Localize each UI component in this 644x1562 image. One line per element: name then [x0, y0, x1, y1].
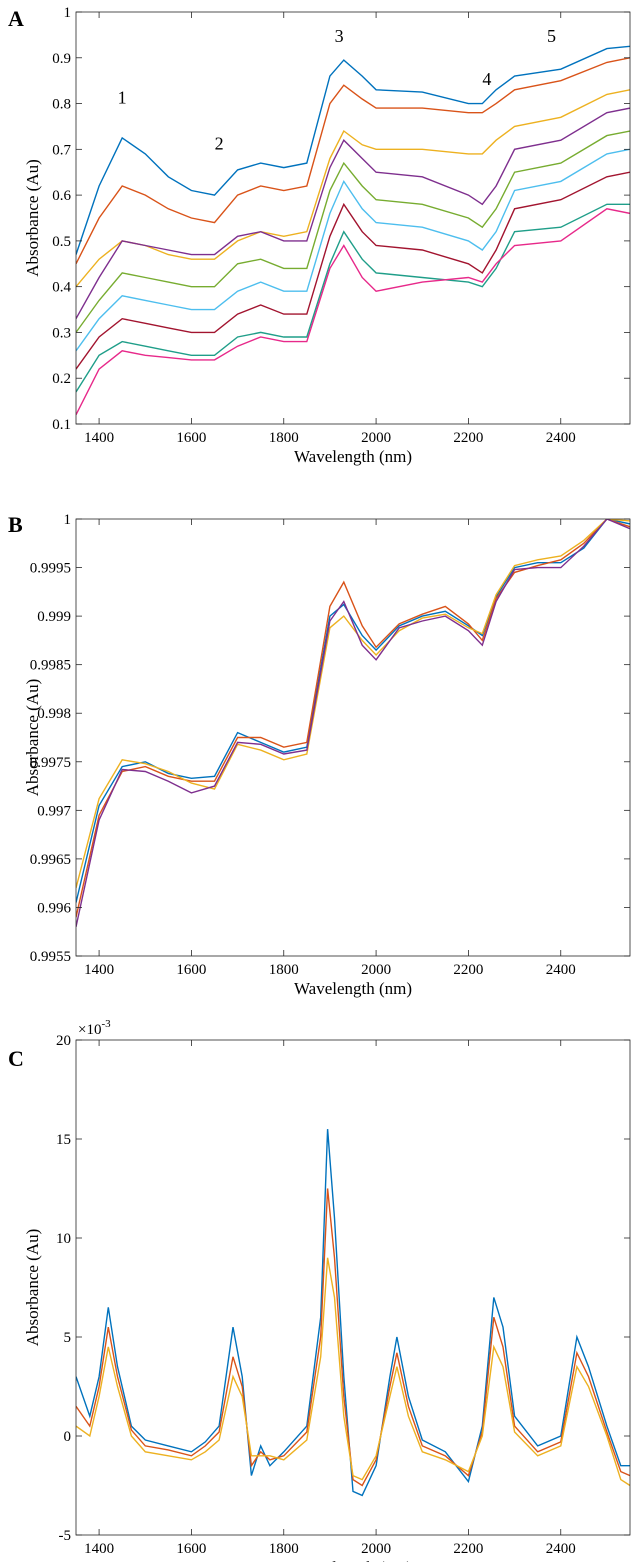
y-tick-label: 5: [64, 1330, 72, 1346]
y-tick-label: 15: [56, 1132, 71, 1148]
panel-label: C: [8, 1046, 24, 1071]
x-tick-label: 2200: [453, 430, 483, 446]
series-line: [76, 519, 630, 918]
y-exponent-power: -3: [101, 1018, 111, 1030]
x-tick-label: 1600: [176, 962, 206, 978]
y-tick-label: 0.2: [52, 371, 71, 387]
x-tick-label: 1400: [84, 962, 114, 978]
peak-annotation: 5: [547, 26, 556, 46]
x-tick-label: 2400: [546, 1541, 576, 1557]
series-line: [76, 171, 630, 370]
panel-label: B: [8, 512, 23, 537]
peak-annotation: 1: [118, 88, 127, 108]
y-tick-label: 1: [64, 512, 72, 528]
plot-frame: [75, 518, 631, 957]
y-axis-label: Absorbance (Au): [23, 159, 42, 277]
y-tick-label: 0.1: [52, 417, 71, 433]
y-tick-label: 0.9: [52, 51, 71, 67]
series-group: [76, 45, 630, 416]
series-line: [76, 130, 630, 333]
series-line: [76, 107, 630, 320]
y-tick-label: 0.9955: [30, 949, 71, 965]
x-tick-label: 2000: [361, 430, 391, 446]
y-tick-label: 0.3: [52, 325, 71, 341]
y-tick-label: -5: [59, 1528, 72, 1544]
y-tick-label: 0.5: [52, 234, 71, 250]
y-tick-label: 0.997: [37, 803, 71, 819]
series-group: [76, 519, 630, 928]
series-line: [76, 45, 630, 255]
y-axis-label: Absorbance (Au): [23, 1229, 42, 1347]
series-line: [76, 1188, 630, 1487]
y-tick-label: 20: [56, 1033, 71, 1049]
y-tick-label: 0.999: [37, 609, 71, 625]
peak-annotation: 3: [335, 26, 344, 46]
series-line: [76, 1257, 630, 1487]
x-axis-label: Wavelength (nm): [294, 1558, 412, 1562]
series-line: [76, 203, 630, 393]
x-tick-label: 2000: [361, 1541, 391, 1557]
x-tick-label: 2400: [546, 962, 576, 978]
panel-a: A 1400 1600 1800 2000 2200 2400 0.1 0.2 0.3 0.4 0.5…: [8, 5, 631, 466]
x-tick-label: 1400: [84, 430, 114, 446]
series-line: [76, 1129, 630, 1497]
panel-b: B 1400 1600 1800 2000 2200 2400 0.9955 0.996 0.99…: [8, 512, 631, 998]
x-tick-label: 2000: [361, 962, 391, 978]
y-tick-label: 0.9975: [30, 755, 71, 771]
x-tick-label: 1800: [269, 430, 299, 446]
x-tick-label: 1800: [269, 962, 299, 978]
y-tick-label: 0.9995: [30, 561, 71, 577]
x-tick-label: 2400: [546, 430, 576, 446]
peak-annotation: 2: [215, 133, 224, 153]
x-tick-label: 1600: [176, 1541, 206, 1557]
peak-annotation: 4: [482, 69, 491, 89]
series-line: [76, 519, 630, 903]
y-tick-label: 0.9965: [30, 852, 71, 868]
y-tick-label: 0.9985: [30, 658, 71, 674]
x-tick-label: 1400: [84, 1541, 114, 1557]
x-tick-label: 2200: [453, 962, 483, 978]
series-line: [76, 89, 630, 288]
series-line: [76, 208, 630, 416]
series-line: [76, 57, 630, 265]
x-axis-label: Wavelength (nm): [294, 447, 412, 466]
plot-frame: [75, 1039, 631, 1536]
x-tick-label: 1600: [176, 430, 206, 446]
y-tick-label: 0.8: [52, 97, 71, 113]
y-exponent: ×10-3: [78, 1018, 111, 1038]
series-group: [76, 1129, 630, 1497]
y-tick-label: 0.7: [52, 142, 71, 158]
y-axis-label: Absorbance (Au): [23, 679, 42, 797]
x-tick-label: 1800: [269, 1541, 299, 1557]
y-tick-label: 0.6: [52, 188, 71, 204]
panel-label: A: [8, 6, 24, 31]
series-line: [76, 148, 630, 352]
x-tick-label: 2200: [453, 1541, 483, 1557]
y-tick-label: 0.4: [52, 280, 71, 296]
series-line: [76, 519, 630, 928]
series-line: [76, 519, 630, 889]
y-tick-label: 0: [64, 1429, 72, 1445]
y-tick-label: 10: [56, 1231, 71, 1247]
y-tick-label: 1: [64, 5, 72, 21]
panel-c: C 1400 1600 1800 2000 2200 2400 -5 0 5 10 15 20 Wavel…: [8, 1018, 631, 1562]
plot-frame: [75, 11, 631, 425]
x-axis-label: Wavelength (nm): [294, 979, 412, 998]
y-tick-label: 0.998: [37, 706, 71, 722]
y-tick-label: 0.996: [37, 900, 71, 916]
